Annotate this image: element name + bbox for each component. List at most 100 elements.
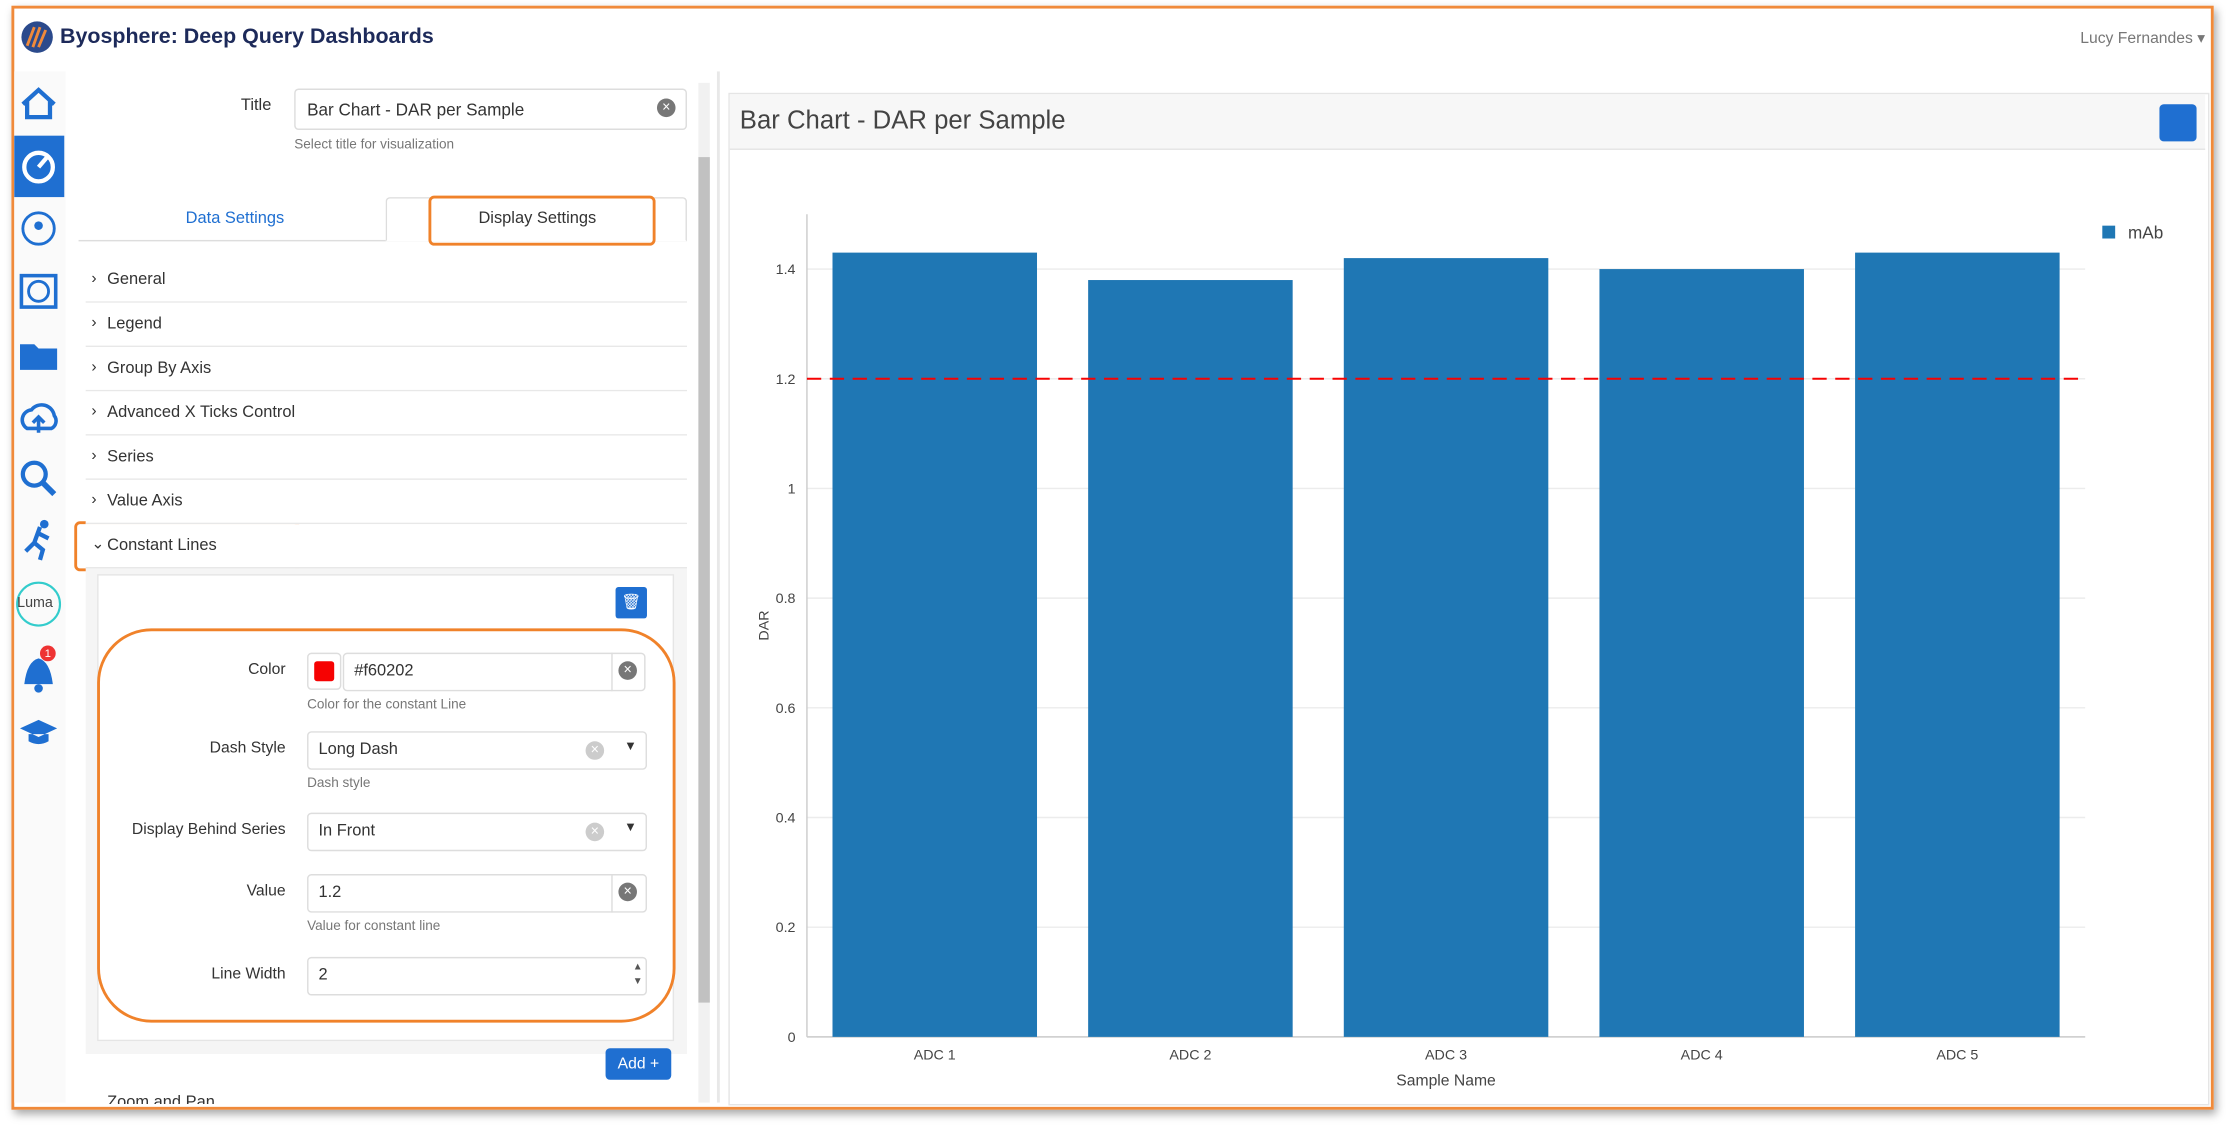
title-help: Select title for visualization — [294, 137, 455, 153]
y-tick-label: 0.4 — [776, 811, 796, 827]
clear-title[interactable]: × — [656, 98, 676, 118]
section-label[interactable]: Series — [107, 448, 154, 466]
chart-header — [729, 94, 2206, 150]
swatch-fill[interactable] — [314, 661, 335, 682]
bar — [1855, 252, 2060, 1037]
x-tick-label: ADC 5 — [1936, 1048, 1978, 1064]
section-row[interactable] — [85, 435, 687, 480]
field-label: Dash Style — [209, 739, 286, 757]
field-label: Display Behind Series — [131, 821, 286, 839]
field-value[interactable]: Long Dash — [318, 741, 398, 759]
clear-button[interactable]: × — [585, 822, 605, 842]
y-tick-label: 0.8 — [776, 591, 796, 607]
highlight — [97, 628, 676, 1023]
add-button[interactable]: Add + — [605, 1048, 672, 1080]
bar — [832, 252, 1038, 1037]
y-tick-label: 0.6 — [776, 701, 796, 717]
next-section[interactable]: Zoom and Pan — [86, 1094, 687, 1104]
input-divider — [611, 652, 613, 692]
panel-title: Bar Chart - DAR per Sample — [739, 105, 1066, 135]
display-tab-label[interactable]: Display Settings — [478, 209, 597, 228]
input-divider — [611, 874, 613, 913]
chevron[interactable]: › — [91, 402, 97, 420]
user-name[interactable]: Lucy Fernandes — [2080, 29, 2193, 48]
user-menu[interactable]: Lucy Fernandes ▾ — [2080, 29, 2206, 48]
field-help: Value for constant line — [307, 918, 441, 935]
field-input[interactable] — [342, 652, 646, 692]
x-axis-title: Sample Name — [1396, 1072, 1496, 1089]
chevron[interactable]: › — [91, 358, 97, 376]
chevron[interactable]: › — [91, 314, 97, 332]
title-input[interactable] — [294, 88, 687, 130]
y-tick-label: 0 — [788, 1030, 796, 1046]
chevron[interactable]: › — [91, 269, 97, 288]
luma-label[interactable]: Luma — [17, 595, 53, 612]
field-input[interactable] — [307, 956, 647, 996]
field-label: Line Width — [211, 965, 286, 983]
x-tick-label: ADC 2 — [1169, 1048, 1211, 1064]
field-value[interactable]: 2 — [318, 966, 328, 985]
badge-count: 1 — [44, 646, 52, 660]
scroll-thumb[interactable] — [698, 157, 710, 1003]
legend-swatch — [2102, 225, 2116, 239]
app-title: Byosphere: Deep Query Dashboards — [59, 24, 434, 49]
chevron[interactable]: › — [91, 447, 97, 465]
section-row[interactable] — [85, 524, 687, 569]
bar — [1343, 258, 1549, 1037]
section-row[interactable] — [85, 347, 687, 392]
title-value[interactable]: Bar Chart - DAR per Sample — [307, 99, 525, 120]
y-axis-title: DAR — [756, 610, 772, 640]
section-label[interactable]: Group By Axis — [107, 359, 212, 378]
field-label: Color — [248, 661, 286, 679]
field-label: Value — [246, 882, 286, 900]
add-label[interactable]: Add — [617, 1055, 646, 1073]
delete-button[interactable]: 🗑 — [615, 586, 647, 619]
x-tick-label: ADC 1 — [914, 1048, 956, 1064]
divider — [716, 71, 720, 1103]
bar — [1599, 269, 1804, 1037]
chevron[interactable]: › — [91, 491, 97, 509]
section-row[interactable] — [85, 391, 687, 436]
section-label[interactable]: General — [107, 271, 166, 289]
data-tab[interactable]: Data Settings — [185, 209, 285, 228]
field-input[interactable] — [307, 874, 647, 913]
field-value[interactable]: 1.2 — [318, 884, 342, 902]
clear-button[interactable]: × — [618, 661, 637, 680]
field-value[interactable]: #f60202 — [354, 662, 414, 680]
y-tick-label: 0.2 — [776, 920, 796, 936]
clear-button[interactable]: × — [618, 882, 637, 902]
field-help: Dash style — [307, 775, 371, 792]
section-label[interactable]: Advanced X Ticks Control — [107, 404, 296, 422]
section-row[interactable] — [85, 302, 687, 348]
notification-badge: 1 — [39, 645, 56, 662]
section-label[interactable]: Value Axis — [107, 492, 183, 510]
y-tick-label: 1.4 — [776, 262, 796, 278]
scrollbar[interactable] — [698, 82, 710, 1103]
chevron[interactable]: ⌄ — [91, 535, 105, 553]
nav-icons[interactable] — [14, 79, 65, 765]
chart: 0 0.2 0.4 0.6 0.8 1 1.2 1.4 ADC 1 ADC 2 ADC 3 ADC 4… — [756, 214, 2163, 1089]
field-help: Color for the constant Line — [307, 696, 467, 713]
x-tick-label: ADC 4 — [1681, 1048, 1723, 1064]
chart-options[interactable] — [2159, 104, 2197, 142]
next-section-label[interactable]: Zoom and Pan — [107, 1094, 215, 1104]
legend-label: mAb — [2128, 223, 2163, 243]
spinner[interactable]: ▲ ▼ — [632, 962, 643, 987]
y-tick-label: 1 — [788, 481, 796, 497]
clear-button[interactable]: × — [585, 741, 605, 760]
dropdown-caret[interactable]: ▼ — [624, 819, 637, 835]
section-label[interactable]: Legend — [107, 315, 162, 333]
tab-bar — [78, 239, 687, 242]
logo — [21, 21, 53, 53]
section-row[interactable] — [85, 479, 687, 525]
dropdown-caret[interactable]: ▼ — [624, 738, 637, 753]
section-label[interactable]: Constant Lines — [107, 537, 217, 555]
section-row[interactable] — [85, 258, 687, 303]
y-tick-label: 1.2 — [776, 372, 796, 388]
x-tick-label: ADC 3 — [1425, 1048, 1467, 1064]
bar — [1088, 280, 1293, 1037]
highlight — [428, 195, 656, 246]
field-value[interactable]: In Front — [318, 822, 376, 840]
